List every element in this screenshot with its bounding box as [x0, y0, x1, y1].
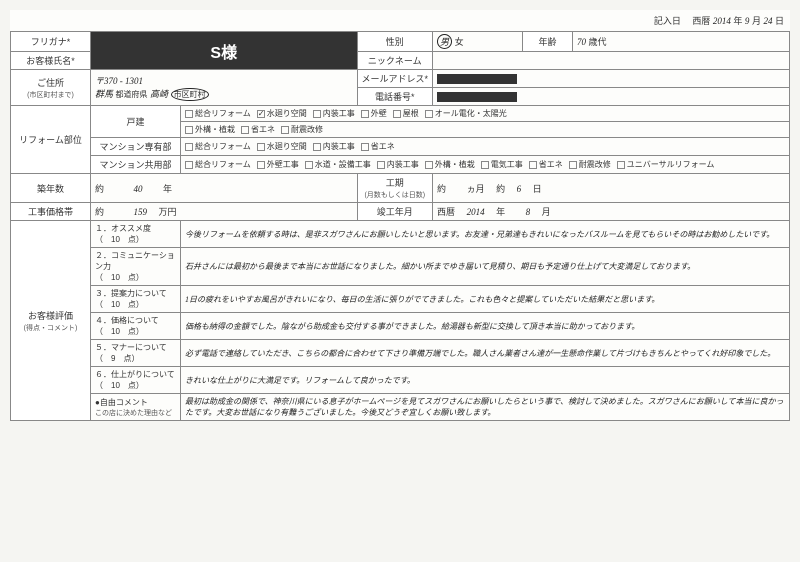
detached-opts-row2: 外構・植栽省エネ耐震改修	[181, 122, 790, 138]
eval-item-4-text: 必ず電話で連絡していただき、こちらの都合に合わせて下さり準備万端でした。職人さん…	[181, 340, 790, 367]
email-label: メールアドレス*	[357, 70, 433, 88]
eval-item-6-text: 最初は助成金の関係で、神奈川県にいる息子がホームページを見てスガワさんにお願いし…	[181, 394, 790, 421]
entry-date-label: 記入日	[654, 16, 681, 26]
eval-item-5-title: ６．仕上がりについて（ 10 点）	[91, 367, 181, 394]
entry-date-era: 西暦	[692, 16, 710, 26]
detached-label: 戸建	[91, 106, 181, 138]
eval-item-3-text: 価格も納得の金額でした。陰ながら助成金も交付する事ができました。給湯器も新型に交…	[181, 313, 790, 340]
condo-private-opts: 総合リフォーム水廻り空間内装工事省エネ	[181, 138, 790, 156]
eval-item-2-text: 1日の疲れをいやすお風呂がきれいになり、毎日の生活に張りがでてきました。これも色…	[181, 286, 790, 313]
nickname-label: ニックネーム	[357, 52, 433, 70]
eval-item-2-title: ３．提案力について（ 10 点）	[91, 286, 181, 313]
entry-date-month: 9	[745, 16, 750, 26]
detached-opts-row1: 総合リフォーム✓水廻り空間内装工事外壁屋根オール電化・太陽光	[181, 106, 790, 122]
nickname-value	[433, 52, 790, 70]
evaluation-label: お客様評価 (得点・コメント)	[11, 221, 91, 421]
price-label: 工事価格帯	[11, 203, 91, 221]
customer-name-cell: S様	[91, 32, 358, 70]
age-label: 年齢	[523, 32, 573, 52]
address-label: ご住所(市区町村まで)	[11, 70, 91, 106]
furigana-label: フリガナ*	[11, 32, 91, 52]
eval-item-6-title: ●自由コメントこの店に決めた理由など	[91, 394, 181, 421]
eval-item-0-text: 今後リフォームを依頼する時は、是非スガワさんにお願いしたいと思います。お友達・兄…	[181, 221, 790, 248]
entry-date-day: 24	[763, 16, 772, 26]
gender-label: 性別	[357, 32, 433, 52]
condo-common-opts: 総合リフォーム外壁工事水道・設備工事内装工事外構・植栽電気工事省エネ耐震改修ユニ…	[181, 156, 790, 174]
price-value: 約 159 万円	[91, 203, 358, 221]
phone-label: 電話番号*	[357, 88, 433, 106]
email-value	[433, 70, 790, 88]
address-value: 〒370 - 1301 群馬 都道府県 高崎 市区町村	[91, 70, 358, 106]
buildage-value: 約 40 年	[91, 174, 358, 203]
phone-redacted	[437, 92, 517, 102]
eval-item-3-title: ４．価格について（ 10 点）	[91, 313, 181, 340]
completion-value: 西暦 2014 年 8 月	[433, 203, 790, 221]
condo-private-label: マンション専有部	[91, 138, 181, 156]
entry-date-year: 2014	[713, 16, 731, 26]
eval-item-0-title: １．オススメ度 （ 10 点）	[91, 221, 181, 248]
phone-value	[433, 88, 790, 106]
eval-item-1-text: 石井さんには最初から最後まで本当にお世話になりました。細かい所までゆき届いて見積…	[181, 248, 790, 286]
buildage-label: 築年数	[11, 174, 91, 203]
eval-item-5-text: きれいな仕上がりに大満足です。リフォームして良かったです。	[181, 367, 790, 394]
completion-label: 竣工年月	[357, 203, 433, 221]
email-redacted	[437, 74, 517, 84]
form-table: フリガナ* S様 性別 男 女 年齢 70 歳代 お客様氏名* ニックネーム ご…	[10, 31, 790, 421]
entry-date-line: 記入日 西暦 2014 年 9 月 24 日	[10, 10, 790, 31]
gender-value: 男 女	[433, 32, 523, 52]
condo-common-label: マンション共用部	[91, 156, 181, 174]
age-value: 70 歳代	[573, 32, 790, 52]
reform-part-label: リフォーム部位	[11, 106, 91, 174]
duration-label: 工期(月数もしくは日数)	[357, 174, 433, 203]
customer-name-label: お客様氏名*	[11, 52, 91, 70]
eval-item-1-title: ２．コミュニケーション力（ 10 点）	[91, 248, 181, 286]
gender-male: 男	[437, 34, 452, 49]
duration-value: 約 ヵ月 約 6 日	[433, 174, 790, 203]
eval-item-4-title: ５．マナーについて（ 9 点）	[91, 340, 181, 367]
